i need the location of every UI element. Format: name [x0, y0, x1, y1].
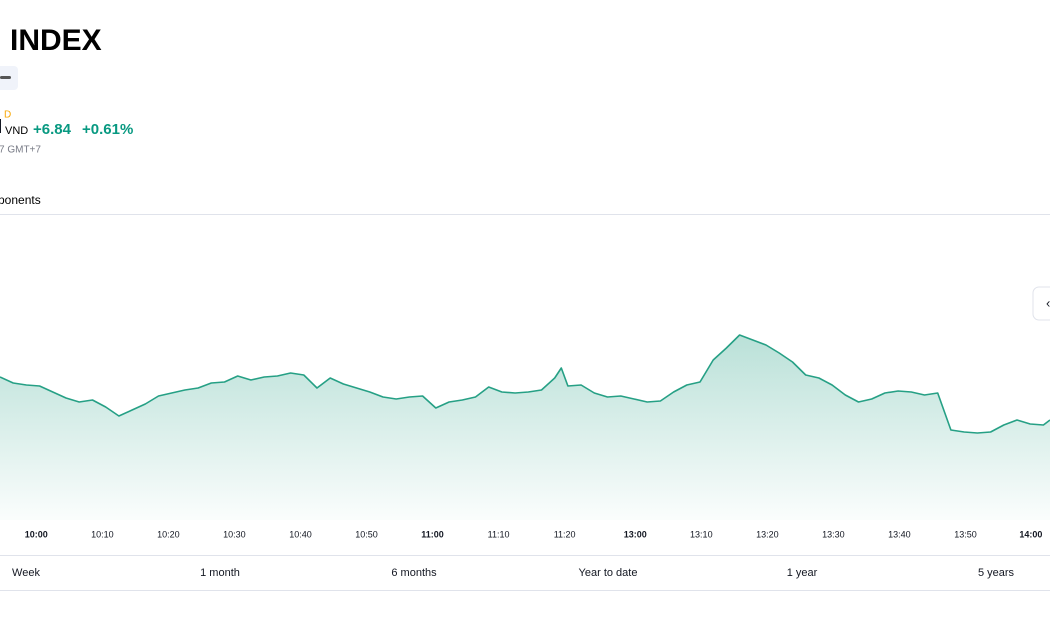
- x-tick-label: 11:00: [421, 529, 444, 539]
- range-bar: Week 1 month 6 months Year to date 1 year 5 y…: [12, 567, 1014, 579]
- x-tick-label: 11:10: [488, 529, 510, 539]
- x-tick-label: 13:40: [888, 529, 911, 539]
- range-button[interactable]: 1 month: [200, 567, 240, 579]
- price-edge: [0, 119, 1, 133]
- x-tick-label: 13:10: [690, 529, 713, 539]
- side-toggle[interactable]: [1032, 286, 1050, 321]
- x-tick-label: 10:40: [289, 529, 312, 539]
- page-title: INDEX: [10, 24, 102, 57]
- x-tick-label: 14:00: [1019, 529, 1042, 539]
- tab[interactable]: ponents: [0, 193, 41, 207]
- x-tick-label: 10:00: [25, 529, 48, 539]
- x-tick-label: 10:20: [157, 529, 180, 539]
- area: [0, 335, 1050, 520]
- x-tick-label: 10:10: [91, 529, 114, 539]
- range-button[interactable]: Year to date: [579, 567, 638, 579]
- x-tick-label: 11:20: [554, 529, 576, 539]
- x-tick-label: 13:00: [624, 529, 647, 539]
- currency: VND: [5, 125, 28, 137]
- side-toggle-icon: ‹: [1046, 295, 1050, 310]
- range-button[interactable]: Week: [12, 567, 40, 579]
- change: +6.84: [33, 121, 72, 138]
- plot: 10:00 10:10 10:20 10:30 10:40 10:50 11:00 11:10…: [0, 334, 1050, 539]
- range-button[interactable]: 1 year: [787, 567, 818, 579]
- currency-tag: D: [4, 110, 11, 121]
- range-button[interactable]: 6 months: [391, 567, 437, 579]
- x-tick-label: 13:20: [756, 529, 779, 539]
- line: [0, 334, 1050, 434]
- range-button[interactable]: 5 years: [978, 567, 1015, 579]
- badge-icon: [0, 76, 11, 79]
- timestamp: 7 GMT+7: [0, 145, 41, 156]
- change-percent: +0.61%: [82, 121, 133, 138]
- x-tick-label: 10:30: [223, 529, 246, 539]
- x-tick-label: 13:50: [954, 529, 977, 539]
- x-tick-label: 10:50: [355, 529, 378, 539]
- x-tick-label: 13:30: [822, 529, 845, 539]
